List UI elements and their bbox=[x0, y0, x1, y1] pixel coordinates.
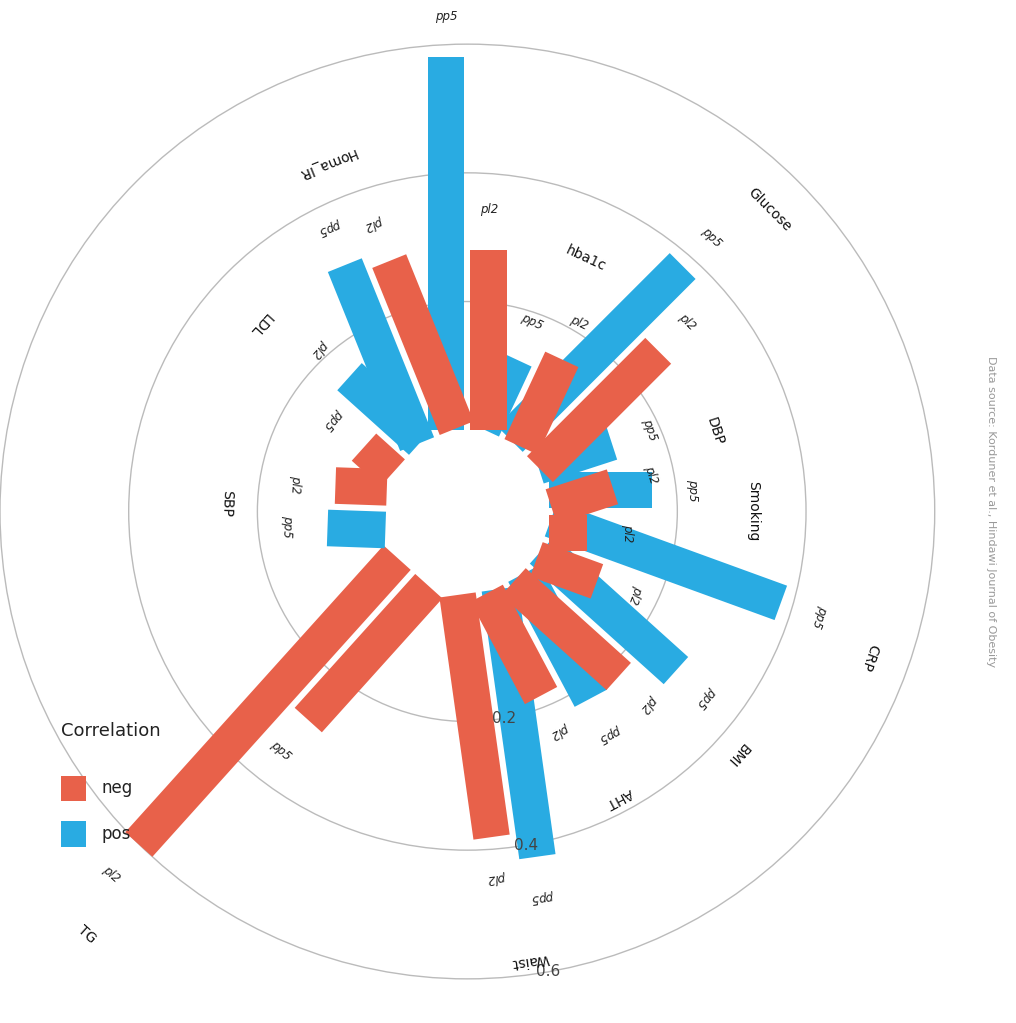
Polygon shape bbox=[470, 250, 507, 431]
Text: Glucose: Glucose bbox=[745, 185, 795, 233]
Text: pp5: pp5 bbox=[280, 515, 294, 538]
Text: Correlation: Correlation bbox=[61, 722, 161, 740]
Text: Waist: Waist bbox=[511, 950, 551, 970]
Polygon shape bbox=[295, 574, 442, 732]
Polygon shape bbox=[497, 253, 696, 452]
Text: pl2: pl2 bbox=[676, 311, 698, 333]
Text: pp5: pp5 bbox=[694, 685, 718, 711]
Polygon shape bbox=[335, 468, 387, 505]
Text: Smoking: Smoking bbox=[746, 481, 760, 542]
Polygon shape bbox=[428, 57, 464, 431]
Polygon shape bbox=[352, 434, 405, 487]
Bar bbox=[61, 821, 86, 847]
Text: pl2: pl2 bbox=[568, 313, 590, 332]
Text: pl2: pl2 bbox=[626, 584, 644, 606]
Text: pl2: pl2 bbox=[622, 524, 634, 542]
Text: pp5: pp5 bbox=[640, 417, 659, 442]
Text: pl2: pl2 bbox=[488, 870, 507, 885]
Text: pp5: pp5 bbox=[321, 407, 346, 433]
Text: DBP: DBP bbox=[704, 415, 725, 447]
Polygon shape bbox=[549, 515, 587, 551]
Text: pp5: pp5 bbox=[435, 10, 457, 23]
Text: AHT: AHT bbox=[604, 785, 635, 811]
Polygon shape bbox=[482, 586, 556, 859]
Polygon shape bbox=[328, 258, 434, 451]
Text: pp5: pp5 bbox=[699, 225, 724, 250]
Text: pl2: pl2 bbox=[638, 693, 659, 715]
Polygon shape bbox=[529, 536, 688, 684]
Text: BMI: BMI bbox=[723, 741, 751, 768]
Polygon shape bbox=[337, 363, 434, 455]
Text: pl2: pl2 bbox=[309, 339, 330, 361]
Polygon shape bbox=[546, 470, 618, 524]
Text: CRP: CRP bbox=[858, 642, 880, 673]
Text: pos: pos bbox=[102, 826, 131, 843]
Polygon shape bbox=[532, 425, 617, 484]
Text: pl2: pl2 bbox=[101, 863, 123, 886]
Polygon shape bbox=[465, 351, 531, 437]
Text: pp5: pp5 bbox=[268, 738, 294, 762]
Bar bbox=[61, 775, 86, 801]
Text: pl2: pl2 bbox=[288, 475, 302, 493]
Polygon shape bbox=[527, 338, 672, 482]
Text: pl2: pl2 bbox=[642, 463, 660, 485]
Text: Data source: Korduner et al., Hindawi Journal of Obesity: Data source: Korduner et al., Hindawi Jo… bbox=[986, 356, 996, 667]
Text: pp5: pp5 bbox=[809, 604, 829, 629]
Text: TG: TG bbox=[75, 923, 99, 946]
Text: pl2: pl2 bbox=[549, 721, 571, 742]
Text: pp5: pp5 bbox=[597, 723, 623, 745]
Polygon shape bbox=[549, 472, 651, 508]
Text: pl2: pl2 bbox=[480, 203, 498, 216]
Text: hba1c: hba1c bbox=[563, 242, 608, 274]
Text: pp5: pp5 bbox=[686, 479, 699, 501]
Text: 0.4: 0.4 bbox=[514, 838, 538, 852]
Text: pl2: pl2 bbox=[363, 214, 385, 233]
Polygon shape bbox=[530, 542, 604, 598]
Polygon shape bbox=[125, 545, 410, 857]
Text: SBP: SBP bbox=[219, 489, 234, 517]
Text: pp5: pp5 bbox=[317, 217, 342, 237]
Text: neg: neg bbox=[102, 780, 133, 797]
Polygon shape bbox=[440, 592, 510, 840]
Polygon shape bbox=[327, 509, 386, 548]
Text: pp5: pp5 bbox=[531, 889, 555, 905]
Polygon shape bbox=[470, 585, 557, 704]
Polygon shape bbox=[501, 568, 631, 691]
Polygon shape bbox=[545, 502, 787, 620]
Text: 0.6: 0.6 bbox=[536, 965, 561, 979]
Text: pp5: pp5 bbox=[519, 311, 546, 332]
Text: LDL: LDL bbox=[246, 310, 273, 339]
Polygon shape bbox=[372, 255, 473, 435]
Polygon shape bbox=[508, 565, 607, 707]
Text: Homa_IR: Homa_IR bbox=[296, 145, 358, 181]
Text: 0.2: 0.2 bbox=[492, 711, 516, 725]
Polygon shape bbox=[505, 352, 578, 454]
